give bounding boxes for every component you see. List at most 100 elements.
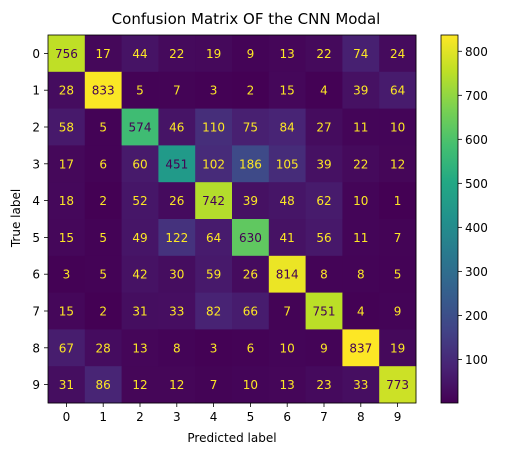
colorbar-tick-label-3: 400 [465, 221, 488, 235]
cell-label-2-7: 27 [316, 121, 331, 135]
cell-7-5 [232, 292, 270, 330]
cell-2-7 [305, 108, 343, 146]
x-tick-label-1: 1 [99, 410, 107, 424]
cell-5-1 [84, 219, 122, 257]
cell-label-2-6: 84 [280, 121, 295, 135]
cell-0-6 [268, 35, 306, 73]
cell-label-4-0: 18 [59, 194, 74, 208]
cell-label-7-6: 7 [283, 305, 291, 319]
cell-label-2-1: 5 [99, 121, 107, 135]
cell-label-8-3: 8 [173, 341, 181, 355]
cell-label-7-2: 31 [132, 305, 147, 319]
cell-6-6 [268, 255, 306, 293]
cell-7-9 [379, 292, 417, 330]
cell-8-1 [84, 329, 122, 367]
cell-4-3 [158, 182, 196, 220]
cell-label-4-8: 10 [353, 194, 368, 208]
cell-label-4-5: 39 [243, 194, 258, 208]
cell-label-5-6: 41 [280, 231, 295, 245]
x-tick-label-2: 2 [136, 410, 144, 424]
cell-label-3-1: 6 [99, 157, 107, 171]
cell-label-7-5: 66 [243, 305, 258, 319]
cell-6-8 [342, 255, 380, 293]
cell-1-2 [121, 71, 159, 109]
cell-label-9-1: 86 [96, 378, 111, 392]
cell-label-5-7: 56 [316, 231, 331, 245]
x-tick-label-0: 0 [63, 410, 71, 424]
cell-label-3-5: 186 [239, 157, 262, 171]
cell-8-3 [158, 329, 196, 367]
cell-label-9-3: 12 [169, 378, 184, 392]
cell-3-9 [379, 145, 417, 183]
cell-7-2 [121, 292, 159, 330]
cell-label-9-7: 23 [316, 378, 331, 392]
colorbar-tick-label-7: 800 [465, 45, 488, 59]
colorbar-ticks: 100 200 300 400 500 600 700 800 [458, 45, 488, 367]
cell-label-5-2: 49 [132, 231, 147, 245]
cell-3-6 [268, 145, 306, 183]
cell-5-0 [48, 219, 86, 257]
cell-0-7 [305, 35, 343, 73]
cell-label-9-4: 7 [210, 378, 218, 392]
cell-1-6 [268, 71, 306, 109]
cell-label-8-9: 19 [390, 341, 405, 355]
x-tick-label-4: 4 [210, 410, 218, 424]
cell-7-6 [268, 292, 306, 330]
cell-label-9-5: 10 [243, 378, 258, 392]
cell-label-1-3: 7 [173, 84, 181, 98]
cell-label-1-4: 3 [210, 84, 218, 98]
x-tick-label-7: 7 [320, 410, 328, 424]
y-tick-label-4: 4 [32, 194, 40, 208]
cell-label-8-2: 13 [132, 341, 147, 355]
cell-0-1 [84, 35, 122, 73]
cell-1-7 [305, 71, 343, 109]
cell-label-3-3: 451 [165, 157, 188, 171]
cell-6-1 [84, 255, 122, 293]
cell-5-4 [195, 219, 233, 257]
cell-1-8 [342, 71, 380, 109]
y-tick-label-5: 5 [32, 231, 40, 245]
y-tick-label-2: 2 [32, 121, 40, 135]
cell-label-6-1: 5 [99, 268, 107, 282]
cell-0-3 [158, 35, 196, 73]
cell-label-1-6: 15 [280, 84, 295, 98]
cell-label-5-3: 122 [165, 231, 188, 245]
cell-label-2-3: 46 [169, 121, 184, 135]
y-axis-ticks: 0 1 2 3 4 5 6 7 8 9 [32, 47, 48, 392]
cell-0-5 [232, 35, 270, 73]
cell-label-8-4: 3 [210, 341, 218, 355]
cell-label-8-1: 28 [96, 341, 111, 355]
cell-label-4-6: 48 [280, 194, 295, 208]
cell-9-6 [268, 366, 306, 404]
cell-label-7-9: 9 [394, 305, 402, 319]
cell-2-3 [158, 108, 196, 146]
cell-label-5-0: 15 [59, 231, 74, 245]
colorbar-tick-label-6: 700 [465, 89, 488, 103]
y-tick-label-8: 8 [32, 341, 40, 355]
cell-label-8-8: 837 [349, 341, 372, 355]
cell-3-8 [342, 145, 380, 183]
colorbar-tick-label-2: 300 [465, 265, 488, 279]
cell-5-2 [121, 219, 159, 257]
cell-8-8 [342, 329, 380, 367]
cell-label-0-2: 44 [132, 47, 147, 61]
y-tick-label-9: 9 [32, 378, 40, 392]
cell-2-1 [84, 108, 122, 146]
cell-label-8-5: 6 [247, 341, 255, 355]
cell-7-4 [195, 292, 233, 330]
cell-8-2 [121, 329, 159, 367]
cell-3-2 [121, 145, 159, 183]
cell-7-3 [158, 292, 196, 330]
cell-4-2 [121, 182, 159, 220]
cell-8-4 [195, 329, 233, 367]
cell-9-3 [158, 366, 196, 404]
cell-label-1-9: 64 [390, 84, 405, 98]
cell-6-5 [232, 255, 270, 293]
cell-5-8 [342, 219, 380, 257]
cell-3-1 [84, 145, 122, 183]
cell-label-7-0: 15 [59, 305, 74, 319]
cell-4-1 [84, 182, 122, 220]
